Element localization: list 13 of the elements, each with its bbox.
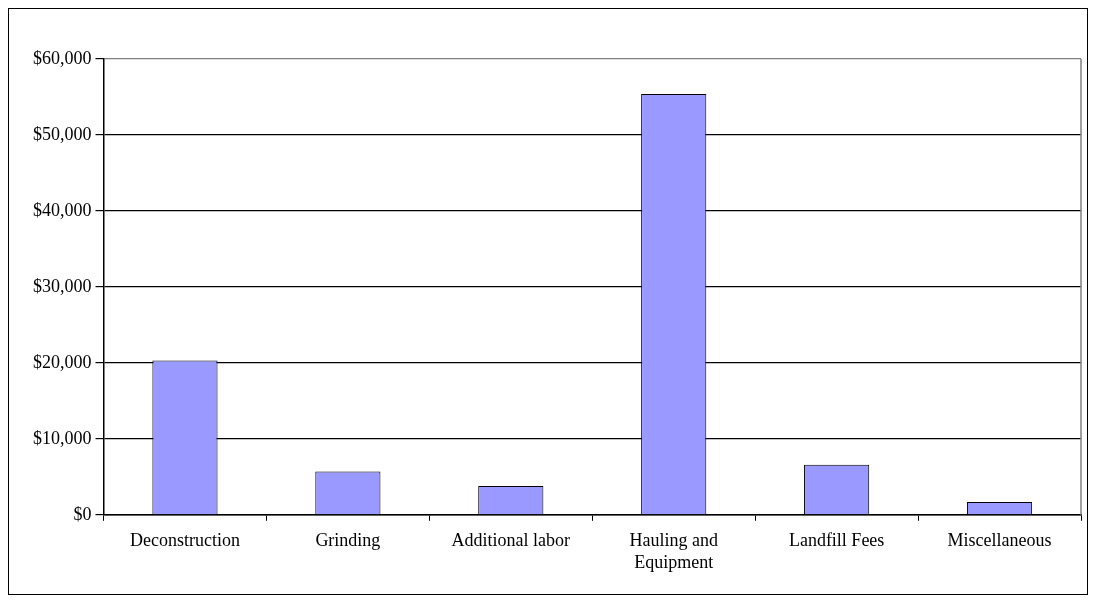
y-tick-label: $10,000 <box>33 427 92 448</box>
x-tick-label: Additional labor <box>451 530 571 551</box>
x-tick-label: Landfill Fees <box>788 530 885 551</box>
x-tick-label: Grinding <box>315 530 381 551</box>
y-tick-label: $60,000 <box>33 47 92 68</box>
y-tick-label: $40,000 <box>33 199 92 220</box>
y-tick-label: $20,000 <box>33 351 92 372</box>
x-tick-label: Miscellaneous <box>947 530 1052 551</box>
x-tick-label: Deconstruction <box>129 530 240 551</box>
y-tick-label: $30,000 <box>33 275 92 296</box>
y-tick-label: $0 <box>73 503 92 524</box>
x-tick-label: Hauling and Equipment <box>629 530 718 572</box>
y-tick-label: $50,000 <box>33 123 92 144</box>
